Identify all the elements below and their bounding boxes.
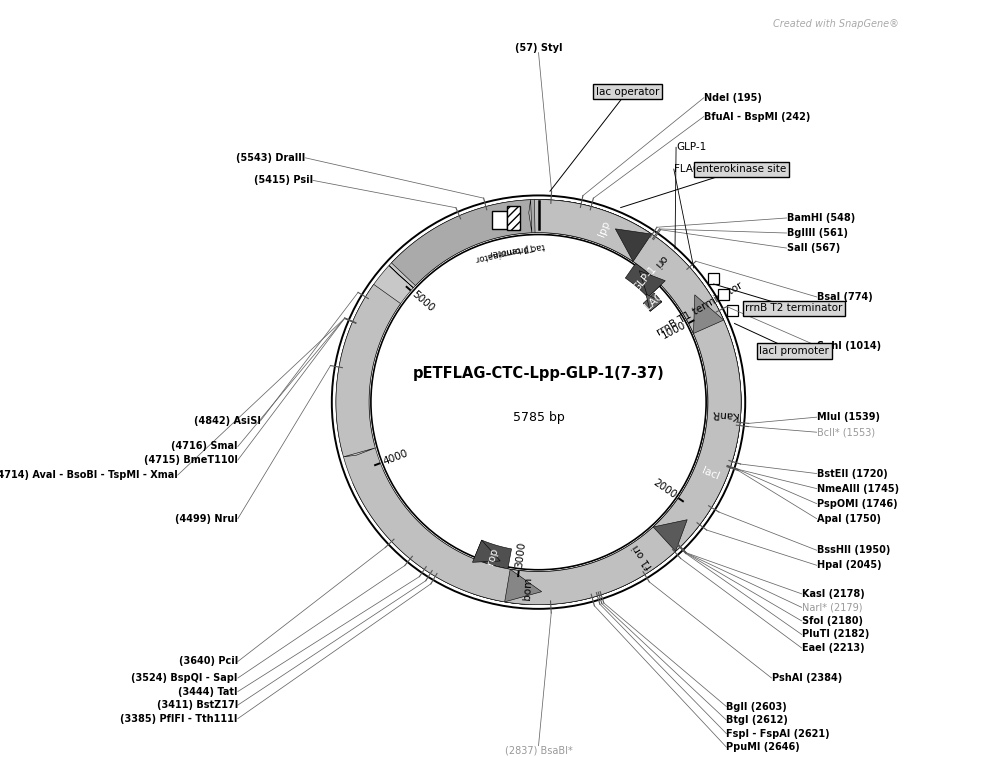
Polygon shape (336, 200, 741, 605)
Polygon shape (343, 448, 375, 456)
Polygon shape (693, 294, 724, 334)
Text: Created with SnapGene®: Created with SnapGene® (773, 19, 899, 29)
Text: (4715) BmeT110I: (4715) BmeT110I (144, 455, 238, 465)
Text: ApaI (1750): ApaI (1750) (817, 514, 881, 524)
Text: (57) StyI: (57) StyI (515, 42, 562, 53)
Text: GLP-1: GLP-1 (676, 142, 706, 152)
Polygon shape (653, 520, 687, 551)
Polygon shape (336, 200, 741, 605)
Polygon shape (646, 294, 662, 311)
Text: 4000: 4000 (381, 448, 409, 466)
Text: (5415) PsiI: (5415) PsiI (254, 176, 313, 185)
Text: lacI: lacI (700, 466, 721, 482)
Text: T7 terminator: T7 terminator (475, 241, 534, 263)
Text: FspI - FspAI (2621): FspI - FspAI (2621) (726, 729, 830, 739)
Text: HpaI (2045): HpaI (2045) (817, 560, 881, 570)
Text: lac operator: lac operator (596, 87, 659, 97)
Text: (3444) TatI: (3444) TatI (178, 687, 238, 696)
Text: (4842) AsiSI: (4842) AsiSI (194, 416, 260, 426)
Text: enterokinase site: enterokinase site (696, 164, 787, 174)
Text: NmeAIII (1745): NmeAIII (1745) (817, 484, 899, 494)
Text: BglI (2603): BglI (2603) (726, 702, 787, 712)
Text: PshAI (2384): PshAI (2384) (772, 673, 842, 683)
Text: BtgI (2612): BtgI (2612) (726, 715, 788, 725)
Text: (3524) BspQI - SapI: (3524) BspQI - SapI (131, 673, 238, 683)
Polygon shape (625, 258, 665, 298)
Text: BcII* (1553): BcII* (1553) (817, 427, 875, 438)
Text: (2837) BsaBI*: (2837) BsaBI* (505, 746, 572, 755)
Text: KanR: KanR (710, 409, 738, 420)
Text: 5000: 5000 (410, 289, 436, 313)
Text: SphI (1014): SphI (1014) (817, 341, 881, 350)
Text: EaeI (2213): EaeI (2213) (802, 643, 864, 653)
Text: SalI (567): SalI (567) (787, 243, 840, 253)
Text: tac promoter: tac promoter (488, 241, 545, 257)
Text: BfuAI - BspMI (242): BfuAI - BspMI (242) (704, 111, 810, 122)
Text: BamHI (548): BamHI (548) (787, 213, 855, 223)
Text: (3385) PflFI - Tth111I: (3385) PflFI - Tth111I (120, 714, 238, 724)
Text: BstEII (1720): BstEII (1720) (817, 469, 887, 478)
Polygon shape (643, 293, 662, 311)
Polygon shape (529, 200, 532, 232)
Text: rop: rop (485, 547, 500, 566)
Text: GLP-1: GLP-1 (632, 263, 659, 293)
Text: 3000: 3000 (514, 541, 527, 568)
Text: bom: bom (522, 576, 533, 600)
Text: PspOMI (1746): PspOMI (1746) (817, 499, 897, 509)
FancyBboxPatch shape (492, 211, 507, 229)
Polygon shape (615, 229, 652, 261)
Polygon shape (472, 540, 500, 562)
Text: KasI (2178): KasI (2178) (802, 589, 864, 599)
Polygon shape (558, 201, 651, 261)
FancyBboxPatch shape (507, 206, 520, 230)
Text: ori: ori (652, 253, 669, 270)
Text: pETFLAG-CTC-Lpp-GLP-1(7-37): pETFLAG-CTC-Lpp-GLP-1(7-37) (413, 366, 664, 381)
Polygon shape (654, 388, 741, 551)
Text: SfoI (2180): SfoI (2180) (802, 616, 863, 626)
Polygon shape (639, 271, 665, 298)
Text: MluI (1539): MluI (1539) (817, 412, 880, 422)
Text: (5543) DraIII: (5543) DraIII (236, 153, 306, 163)
Text: rrnB T2 terminator: rrnB T2 terminator (745, 304, 843, 313)
Text: FLAG: FLAG (674, 164, 701, 174)
Text: (4716) SmaI: (4716) SmaI (171, 441, 238, 451)
Text: (3411) BstZ17I: (3411) BstZ17I (157, 700, 238, 710)
Text: FLAG: FLAG (639, 290, 666, 315)
Text: rrnB T1 terminator: rrnB T1 terminator (655, 281, 744, 338)
Text: lacI promoter: lacI promoter (759, 346, 829, 356)
Text: 5785 bp: 5785 bp (513, 411, 564, 424)
Polygon shape (473, 540, 512, 572)
Text: BglIII (561): BglIII (561) (787, 228, 848, 238)
Text: 1000: 1000 (660, 320, 688, 341)
Text: BsaI (774): BsaI (774) (817, 292, 872, 302)
Text: NarI* (2179): NarI* (2179) (802, 603, 862, 612)
Polygon shape (353, 200, 741, 605)
Text: lpp: lpp (597, 219, 612, 238)
Text: BssHII (1950): BssHII (1950) (817, 545, 890, 555)
FancyBboxPatch shape (727, 305, 738, 316)
Text: PluTI (2182): PluTI (2182) (802, 629, 869, 640)
Text: (4714) AvaI - BsoBI - TspMI - XmaI: (4714) AvaI - BsoBI - TspMI - XmaI (0, 470, 178, 480)
Polygon shape (505, 569, 542, 602)
Text: f1 ori: f1 ori (631, 542, 655, 570)
Text: PpuMI (2646): PpuMI (2646) (726, 742, 800, 752)
FancyBboxPatch shape (718, 288, 729, 300)
Polygon shape (505, 569, 550, 605)
Text: (3640) PciI: (3640) PciI (179, 656, 238, 666)
Polygon shape (389, 266, 413, 288)
FancyBboxPatch shape (708, 273, 719, 284)
Text: 2000: 2000 (651, 478, 679, 500)
Polygon shape (675, 282, 724, 333)
Text: NdeI (195): NdeI (195) (704, 92, 762, 103)
Text: (4499) NruI: (4499) NruI (175, 514, 238, 524)
